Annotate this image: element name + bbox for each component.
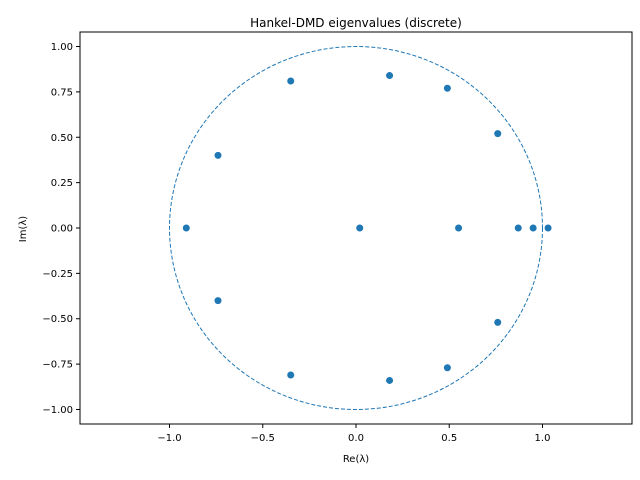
x-axis-ticks: −1.0 −0.5 0.0 0.5 1.0: [157, 424, 550, 444]
eigenvalue-point-0: [386, 72, 394, 80]
eigenvalue-point-4: [214, 151, 222, 159]
y-tick-label-5: 0.25: [51, 178, 73, 189]
y-axis-ticks: −1.00 −0.75 −0.50 −0.25 0.00 0.25 0.50 0.75 1.00: [42, 42, 80, 416]
x-tick-label-4: 1.0: [535, 433, 551, 444]
chart-title: Hankel-DMD eigenvalues (discrete): [250, 16, 462, 30]
eigenvalue-point-12: [494, 318, 502, 326]
y-tick-label-8: 1.00: [51, 42, 73, 53]
eigenvalue-point-13: [287, 371, 295, 379]
eigenvalue-point-7: [455, 224, 463, 232]
eigenvalue-point-10: [544, 224, 552, 232]
x-tick-label-0: −1.0: [157, 433, 181, 444]
y-tick-label-1: −0.75: [42, 360, 73, 371]
eigenvalue-point-2: [287, 77, 295, 85]
x-tick-label-1: −0.5: [251, 433, 275, 444]
y-tick-label-4: 0.00: [51, 224, 73, 235]
y-axis-label: Im(λ): [18, 216, 29, 243]
x-axis-label: Re(λ): [343, 454, 369, 465]
y-tick-label-6: 0.50: [51, 133, 73, 144]
axes-frame: [79, 31, 633, 425]
eigenvalue-point-3: [494, 130, 502, 138]
eigenvalue-point-6: [356, 224, 364, 232]
eigenvalue-point-9: [529, 224, 537, 232]
eigenvalue-point-15: [386, 376, 394, 384]
eigenvalue-point-14: [443, 364, 451, 372]
eigenvalue-point-1: [443, 84, 451, 92]
unit-circle: [169, 46, 543, 410]
eigenvalue-point-11: [214, 297, 222, 305]
x-tick-label-2: 0.0: [348, 433, 364, 444]
y-tick-label-0: −1.00: [42, 405, 73, 416]
x-tick-label-3: 0.5: [441, 433, 457, 444]
y-tick-label-3: −0.25: [42, 269, 73, 280]
eigenvalue-point-8: [514, 224, 522, 232]
plot-area: [169, 46, 552, 410]
y-tick-label-2: −0.50: [42, 314, 73, 325]
y-tick-label-7: 0.75: [51, 87, 73, 98]
eigenvalue-point-5: [182, 224, 190, 232]
